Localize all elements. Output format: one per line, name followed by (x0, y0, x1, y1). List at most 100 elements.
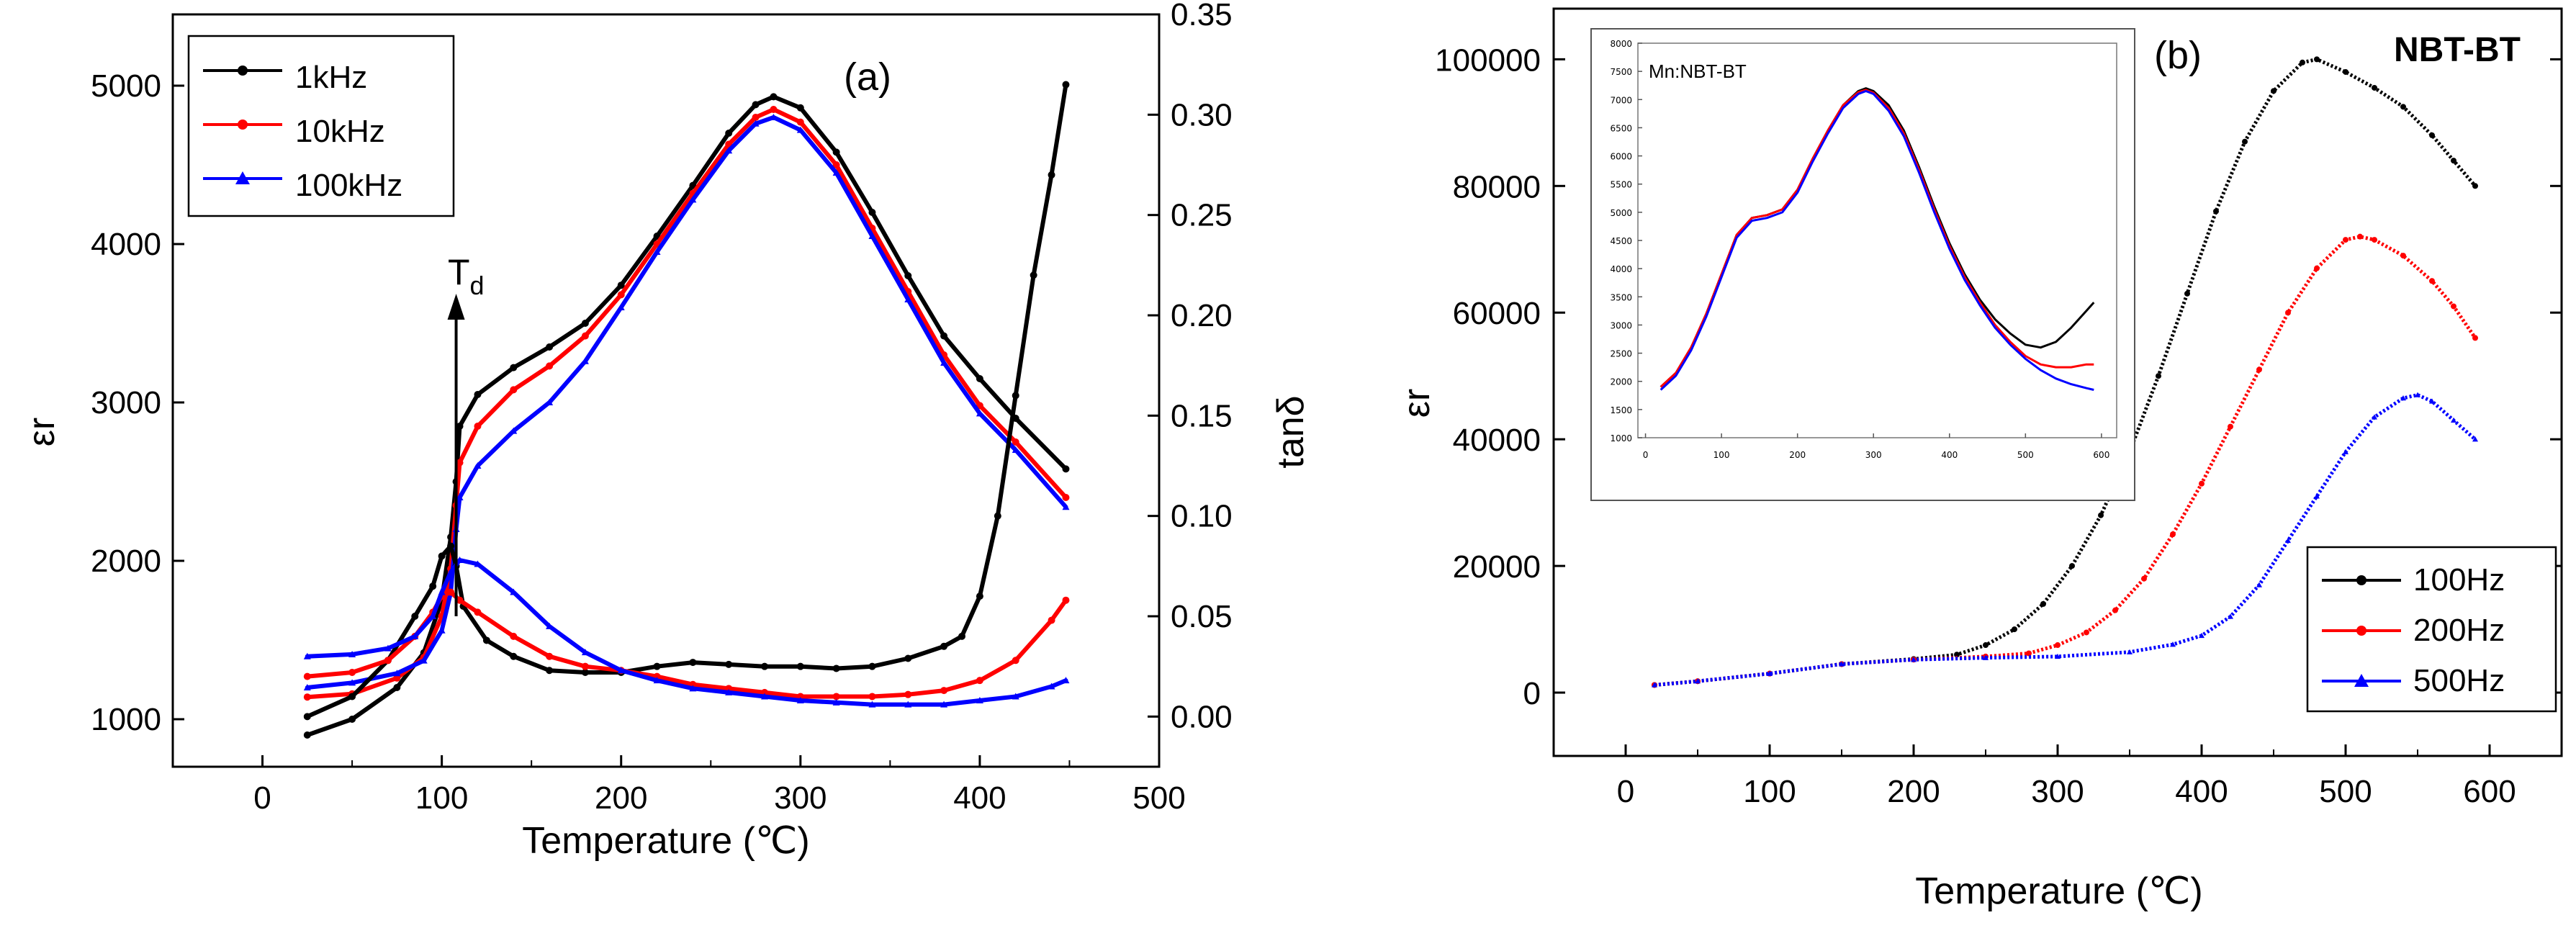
panel-a-series-point (904, 272, 912, 279)
inset-y-tick-label: 2000 (1610, 377, 1632, 387)
panel-b-series-point (2242, 138, 2248, 145)
panel-a-series-line (305, 115, 1068, 690)
panel-a-axes: 0 100 200 300 400 500 1000 2000 3000 4000 5000 0.00… (91, 0, 1233, 816)
panel-a-series-point (510, 364, 518, 371)
panel-a-series-point (868, 233, 876, 239)
panel-a-series-point (1012, 392, 1019, 400)
panel-a-y2-tick-label: 0.00 (1171, 699, 1233, 734)
panel-a-series-point (474, 423, 482, 430)
inset-y-tick-label: 1500 (1610, 405, 1632, 415)
panel-b-series-point (2055, 642, 2061, 649)
panel-a-series-point (303, 684, 311, 690)
panel-b-legend: 100Hz 200Hz 500Hz (2306, 546, 2557, 713)
panel-b-series-point (2026, 650, 2032, 657)
panel-a-series-point (348, 693, 356, 700)
panel-a-series-point (761, 693, 768, 700)
panel-a-series-point (1062, 494, 1070, 501)
panel-a-series-point (411, 613, 419, 620)
panel-a-series-point (976, 593, 983, 600)
inset-x-tick-label: 500 (2017, 450, 2034, 460)
inset-y-tick-label: 4000 (1610, 264, 1632, 274)
panel-a-series-point (1048, 171, 1055, 179)
panel-a-series-point (510, 632, 518, 640)
legend-a-marker (235, 171, 250, 184)
panel-a-frame (171, 13, 1161, 768)
panel-a-x-tick-label: 100 (415, 780, 468, 816)
panel-b-series-point (1839, 661, 1845, 667)
inset-x-tick-label: 200 (1789, 450, 1806, 460)
panel-a-series-point (617, 304, 625, 310)
panel-a-series-point (303, 652, 311, 659)
inset-title: Mn:NBT-BT (1649, 60, 1747, 82)
panel-a-series-point (581, 320, 589, 327)
panel-a-series-point (868, 662, 876, 670)
panel-a-series-point (752, 101, 760, 109)
panel-a-series-point (725, 130, 733, 137)
panel-b-series-point (2069, 563, 2075, 569)
panel-b-series-point (2184, 290, 2190, 297)
panel-a-y-tick-label: 3000 (91, 385, 161, 420)
inset-y-tick-label: 7000 (1610, 95, 1632, 105)
panel-a-series-point (474, 391, 482, 398)
panel-a-series-point (868, 700, 876, 708)
inset-series-line (1659, 90, 2094, 391)
panel-a-series-point (904, 654, 912, 662)
panel-b-series-point (2141, 575, 2147, 582)
panel-a-series-point (429, 582, 437, 590)
panel-b-series (1652, 56, 2478, 688)
panel-a-series-point (796, 118, 804, 126)
panel-b-series-point (2213, 208, 2219, 215)
panel-a-series-point (447, 568, 455, 575)
legend-a-marker (238, 66, 248, 76)
inset-x-tick-label: 0 (1643, 450, 1649, 460)
panel-b-series-point (2372, 84, 2377, 91)
panel-b-series-point (2170, 641, 2176, 647)
panel-b-x-tick-label: 500 (2319, 774, 2372, 809)
panel-a-y2-tick-label: 0.10 (1171, 499, 1233, 534)
panel-a-series-point (689, 181, 697, 189)
panel-a-series-point (438, 588, 446, 595)
panel-a-series-point (546, 343, 554, 351)
panel-b-series-point (2199, 480, 2205, 487)
panel-b-x-label: Temperature (℃) (1915, 870, 2202, 912)
panel-a-series-point (752, 120, 760, 127)
inset-y-tick-label: 3500 (1610, 292, 1632, 302)
inset-x-tick-label: 400 (1941, 450, 1958, 460)
panel-a-x-tick-label: 400 (953, 780, 1006, 816)
panel-a-series-point (303, 672, 311, 680)
panel-a-series-line (305, 107, 1068, 700)
panel-a-series-point (510, 652, 518, 660)
panel-a-x-tick-label: 0 (253, 780, 271, 816)
panel-a-series-point (456, 494, 464, 500)
panel-a-series-point (384, 644, 392, 652)
panel-a-legend-items (203, 66, 282, 184)
panel-a-series-point (348, 716, 356, 723)
panel-b-series-point (1652, 682, 1657, 688)
panel-a-label: (a) (844, 55, 891, 99)
panel-a-series-point (348, 669, 356, 677)
legend-a-marker (238, 120, 248, 130)
panel-b-series-point (1767, 670, 1773, 676)
panel-b-series-point (2314, 56, 2320, 63)
panel-b-series-point (2228, 423, 2233, 430)
panel-a-y2-label: tanδ (1270, 395, 1312, 468)
panel-a-series-point (510, 588, 518, 595)
td-arrowhead (447, 294, 465, 320)
panel-b-series-point (2055, 653, 2061, 659)
panel-a-series-point (348, 650, 356, 657)
panel-b-series-point (2372, 414, 2377, 420)
panel-a-series-point (940, 332, 948, 340)
panel-a-series-point (832, 698, 840, 706)
panel-b-series-point (2012, 626, 2017, 633)
panel-b-series-point (2040, 600, 2046, 607)
panel-a-series-point (617, 281, 625, 289)
panel-a-y2-tick-label: 0.25 (1171, 198, 1233, 233)
legend-a-100khz: 100kHz (295, 168, 402, 203)
panel-b-series-point (1983, 654, 1989, 660)
panel-a-series-point (725, 660, 733, 668)
panel-a-series-point (1048, 683, 1055, 690)
panel-b-series-point (2472, 335, 2478, 341)
panel-b-series-point (1983, 642, 1989, 649)
panel-b-y-tick-label: 100000 (1435, 42, 1541, 78)
panel-a: 0 100 200 300 400 500 1000 2000 3000 4000 5000 0.00… (21, 0, 1312, 862)
